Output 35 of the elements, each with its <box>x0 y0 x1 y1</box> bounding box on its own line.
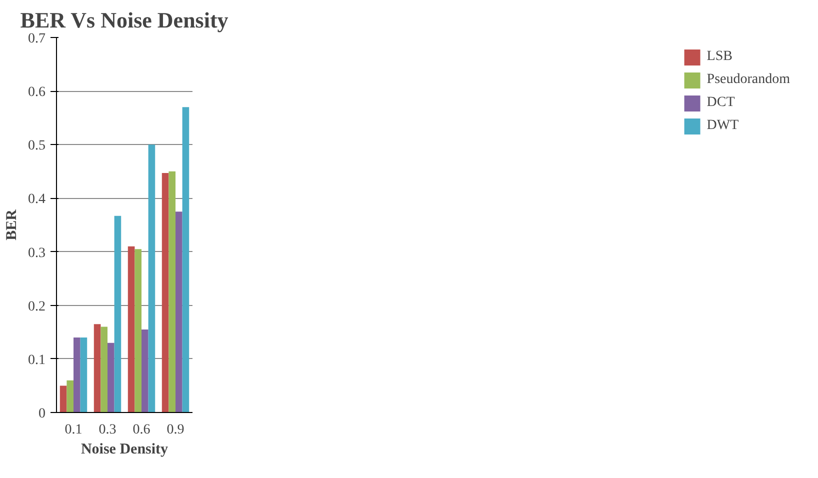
bar <box>142 329 148 412</box>
bar <box>168 171 176 412</box>
y-tick-label: 0.3 <box>28 246 46 261</box>
y-tick-label: 0.5 <box>28 138 46 154</box>
bar <box>162 173 169 412</box>
legend-label: Pseudorandom <box>706 72 790 88</box>
bar <box>94 324 101 412</box>
x-axis-title: Noise Density <box>80 442 169 458</box>
legend-label: DWT <box>706 118 739 134</box>
y-tick-label: 0 <box>38 406 46 422</box>
bar <box>60 386 67 412</box>
y-axis-title: BER <box>4 209 20 240</box>
bar <box>182 107 190 412</box>
bar <box>128 246 135 412</box>
bar <box>80 338 88 412</box>
y-tick-label: 0.2 <box>28 299 46 314</box>
bar <box>114 216 122 412</box>
x-tick-label: 0.3 <box>98 422 116 438</box>
legend-label: DCT <box>706 95 735 111</box>
y-tick-label: 0.1 <box>28 352 46 368</box>
x-tick-label: 0.1 <box>64 422 82 438</box>
chart-title: BER Vs Noise Density <box>20 8 228 32</box>
y-tick-label: 0.4 <box>28 192 46 208</box>
x-tick-label: 0.9 <box>166 422 184 438</box>
bar <box>100 326 108 412</box>
bar <box>74 338 80 412</box>
x-tick-label: 0.6 <box>132 422 150 438</box>
y-tick-label: 0.7 <box>28 32 46 46</box>
bar <box>148 144 156 412</box>
y-tick-label: 0.6 <box>28 85 46 100</box>
bar <box>66 380 74 412</box>
bar <box>108 342 114 412</box>
legend-label: LSB <box>706 49 732 65</box>
bar <box>176 212 182 412</box>
bar <box>134 249 142 412</box>
